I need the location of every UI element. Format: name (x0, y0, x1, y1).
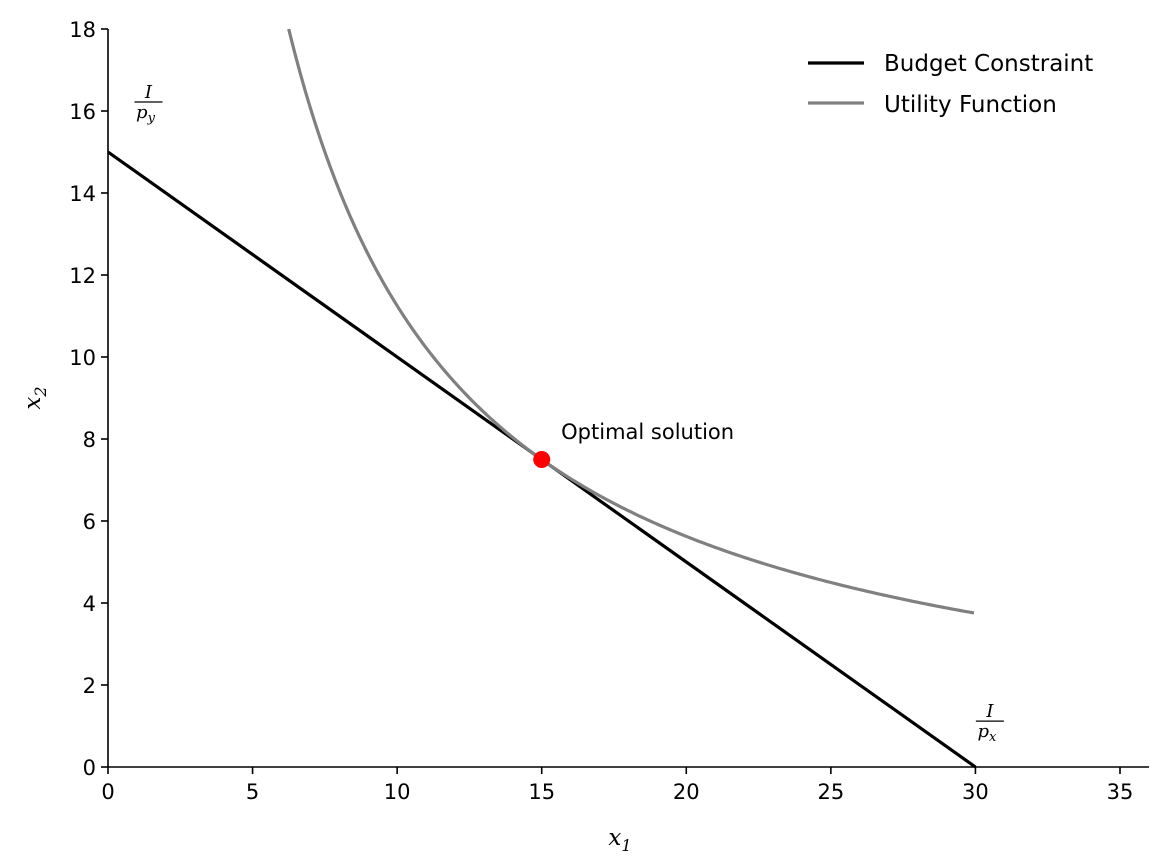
y-axis-title-base: x (20, 397, 46, 410)
fraction-numerator: I (144, 82, 153, 103)
fraction-numerator: I (985, 701, 994, 722)
x-tick-label: 15 (528, 780, 555, 804)
y-tick-label: 10 (69, 346, 96, 370)
x-axis-title: x1 (608, 825, 631, 855)
y-axis-title: x2 (20, 386, 50, 409)
y-tick-label: 0 (83, 756, 96, 780)
fraction-denominator-base: p (136, 102, 148, 123)
fraction-denominator: py (136, 102, 156, 126)
y-tick-label: 12 (69, 264, 96, 288)
x-tick-label: 10 (384, 780, 411, 804)
y-tick-label: 4 (83, 592, 96, 616)
fraction-denominator: px (977, 721, 997, 745)
y-axis-title-sub: 2 (31, 386, 50, 397)
y-tick-label: 8 (83, 428, 96, 452)
legend: Budget Constraint Utility Function (808, 51, 1093, 118)
y-tick-label: 2 (83, 674, 96, 698)
x-axis-title-base: x (608, 825, 621, 851)
x-tick-label: 20 (673, 780, 700, 804)
x-tick-label: 30 (962, 780, 989, 804)
fraction-denominator-base: p (977, 721, 989, 742)
fraction-denominator-sub: y (147, 111, 156, 126)
y-tick-label: 16 (69, 100, 96, 124)
legend-label-utility-function: Utility Function (884, 92, 1057, 118)
x-tick-label: 35 (1107, 780, 1134, 804)
x-tick-label: 0 (101, 780, 114, 804)
x-tick-label: 5 (246, 780, 259, 804)
fraction-denominator-sub: x (989, 730, 997, 745)
x-axis-title-sub: 1 (621, 836, 631, 855)
y-tick-label: 14 (69, 182, 96, 206)
series-line-utility-function (287, 28, 975, 615)
legend-label-budget-constraint: Budget Constraint (884, 51, 1093, 77)
plot-area: 0 5 10 15 20 25 30 35 0 2 4 6 8 10 12 14 16 18 Optimal sol… (69, 18, 1149, 804)
x-tick-label: 25 (817, 780, 844, 804)
optimal-point (533, 451, 551, 468)
annotation-label: Optimal solution (561, 420, 734, 444)
y-tick-label: 6 (83, 510, 96, 534)
y-tick-label: 18 (69, 18, 96, 42)
